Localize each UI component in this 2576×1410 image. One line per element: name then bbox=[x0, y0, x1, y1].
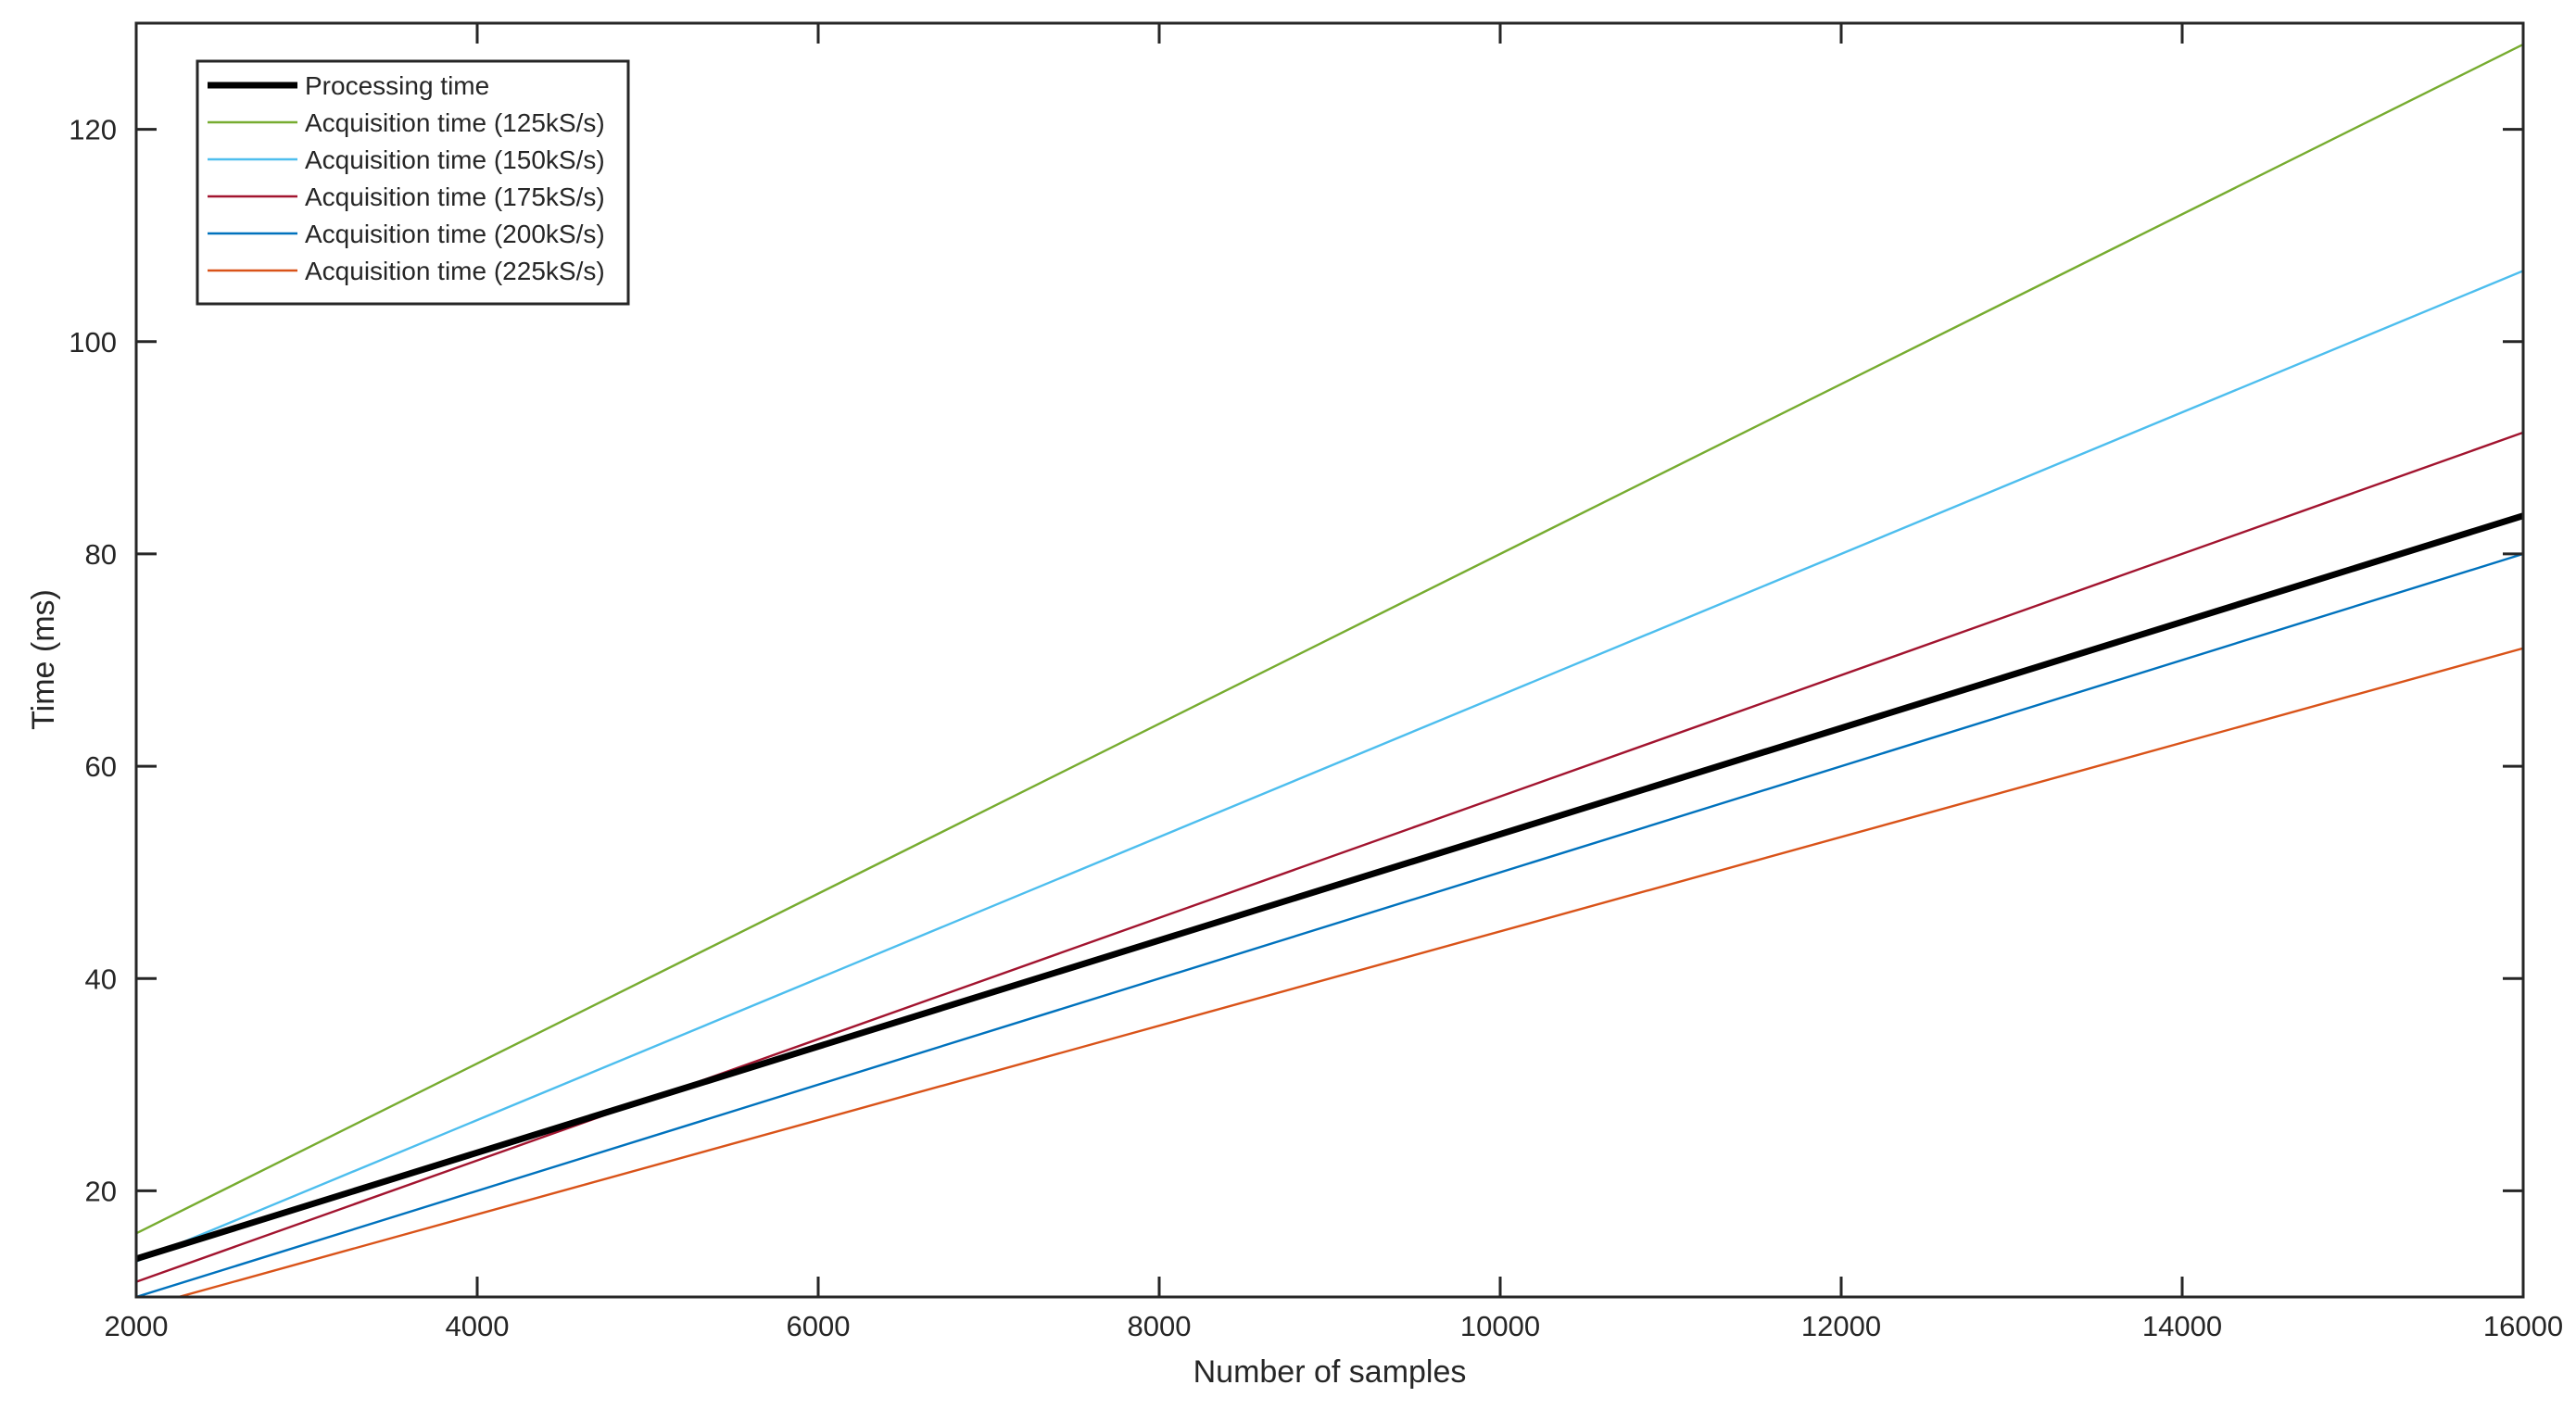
series-line-3 bbox=[136, 270, 2523, 1263]
series-line-4 bbox=[136, 431, 2523, 1283]
legend-label-5: Acquisition time (200kS/s) bbox=[305, 220, 605, 248]
x-tick-label: 6000 bbox=[787, 1310, 851, 1342]
plot-frame bbox=[134, 21, 2525, 1299]
legend-label-4: Acquisition time (175kS/s) bbox=[305, 183, 605, 211]
y-tick-label: 120 bbox=[69, 114, 117, 146]
legend-label-3: Acquisition time (150kS/s) bbox=[305, 145, 605, 174]
series-line-1 bbox=[136, 512, 2523, 1263]
legend-label-6: Acquisition time (225kS/s) bbox=[305, 257, 605, 285]
x-tick-label: 2000 bbox=[105, 1310, 169, 1342]
legend-box bbox=[196, 59, 630, 306]
y-tick-label: 80 bbox=[85, 538, 117, 571]
y-tick-label: 40 bbox=[85, 963, 117, 995]
series-layer bbox=[136, 43, 2523, 1297]
x-tick-label: 4000 bbox=[446, 1310, 510, 1342]
x-tick-label: 14000 bbox=[2142, 1310, 2222, 1342]
y-tick-label: 60 bbox=[85, 750, 117, 783]
y-axis-label: Time (ms) bbox=[26, 589, 61, 730]
legend-label-1: Processing time bbox=[305, 71, 489, 100]
series-line-6 bbox=[174, 647, 2523, 1297]
y-tick-label: 20 bbox=[85, 1175, 117, 1207]
series-line-2 bbox=[136, 43, 2523, 1235]
x-axis-label: Number of samples bbox=[1193, 1354, 1467, 1390]
x-tick-label: 10000 bbox=[1460, 1310, 1540, 1342]
x-tick-label: 8000 bbox=[1128, 1310, 1192, 1342]
legend: Processing time Acquisition time (125kS/s… bbox=[196, 59, 630, 306]
legend-label-2: Acquisition time (125kS/s) bbox=[305, 108, 605, 137]
ticks-layer: 2000 4000 6000 8000 10000 12000 14000 16000 20 40… bbox=[69, 23, 2563, 1342]
series-line-5 bbox=[136, 552, 2523, 1297]
x-tick-label: 12000 bbox=[1801, 1310, 1881, 1342]
x-tick-label: 16000 bbox=[2483, 1310, 2563, 1342]
y-tick-label: 100 bbox=[69, 326, 117, 359]
